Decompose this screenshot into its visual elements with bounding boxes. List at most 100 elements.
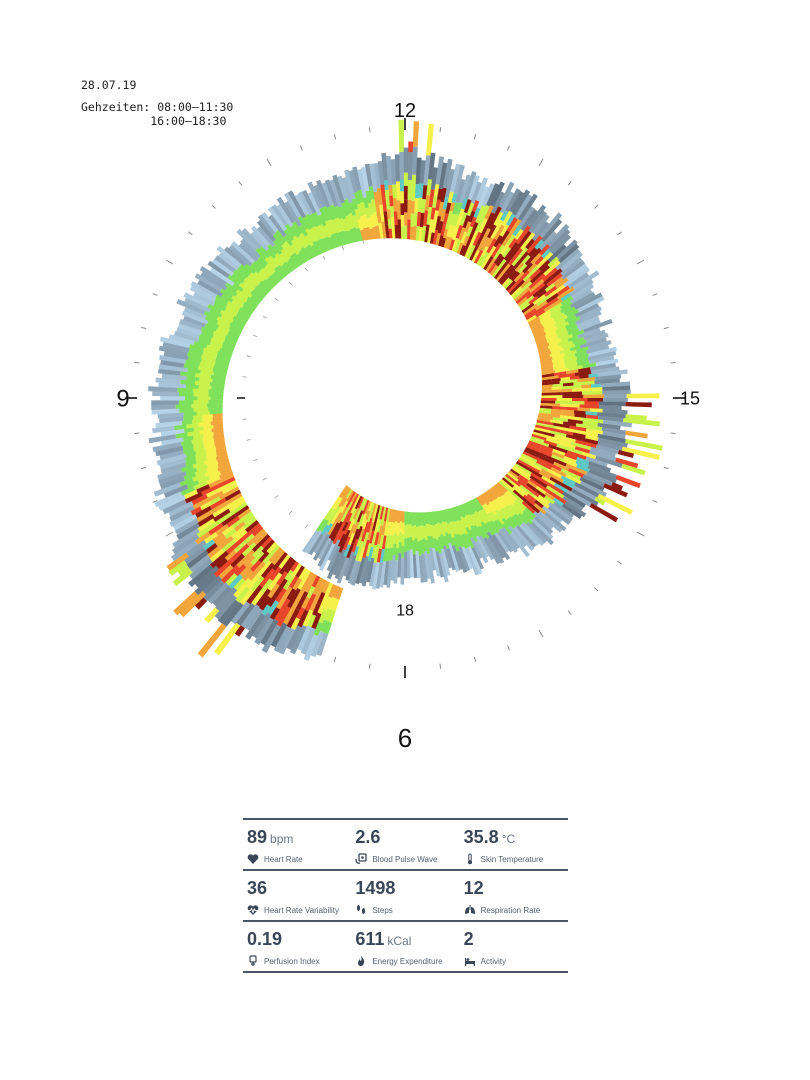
data-bar (528, 465, 541, 474)
data-bar (577, 327, 601, 339)
thermometer-icon (467, 853, 472, 865)
data-bar (486, 537, 505, 564)
data-bar (222, 601, 244, 627)
data-bar (242, 533, 255, 545)
data-bar (530, 436, 545, 443)
data-bar (283, 228, 295, 242)
data-bar (297, 569, 311, 590)
data-bar (539, 356, 553, 363)
data-bar (436, 510, 443, 524)
data-bar (503, 475, 513, 484)
stat-value: 35.8 (463, 827, 499, 847)
data-bar (213, 364, 229, 371)
data-bar (537, 417, 551, 423)
data-bar (209, 341, 223, 349)
data-bar (185, 451, 197, 458)
data-bar (232, 282, 244, 292)
data-bar (548, 444, 568, 454)
data-bar (292, 235, 304, 249)
data-bar (540, 444, 554, 452)
data-bar (312, 577, 324, 596)
data-bar (346, 230, 355, 244)
data-bar (407, 180, 413, 200)
data-bar (391, 522, 396, 536)
data-bar (521, 254, 531, 265)
data-bar (485, 490, 496, 501)
data-bar (216, 320, 231, 329)
data-bar (190, 506, 203, 516)
data-bar (406, 511, 409, 525)
data-bar (348, 202, 357, 216)
data-bar (261, 604, 271, 616)
data-bar (572, 387, 588, 393)
data-bar (155, 420, 183, 429)
data-bar (331, 598, 340, 612)
data-bar (518, 193, 538, 222)
data-bar (422, 538, 427, 552)
data-bar (394, 154, 401, 182)
data-bar (301, 189, 317, 214)
data-bar (403, 551, 408, 579)
data-bar (183, 489, 198, 500)
data-bar (493, 484, 505, 497)
data-bar (235, 289, 249, 300)
data-bar (379, 548, 385, 564)
data-bar (547, 223, 570, 247)
data-bar (552, 501, 575, 519)
data-bar (207, 545, 222, 559)
data-bar (550, 419, 564, 425)
data-bar (340, 511, 348, 523)
data-bar (425, 511, 431, 525)
data-bar (466, 202, 475, 217)
data-bar (602, 389, 631, 395)
data-bar (315, 239, 326, 254)
data-bar (169, 505, 195, 522)
data-bar (330, 204, 339, 219)
data-bar (489, 520, 500, 534)
data-bar (530, 321, 542, 330)
data-bar (193, 392, 209, 397)
data-bar (229, 501, 248, 516)
data-bar (234, 625, 246, 637)
walk-times: Gehzeiten: 08:00–11:30 (81, 100, 233, 114)
data-bar (472, 231, 482, 247)
data-bar (521, 521, 545, 547)
data-bar (199, 266, 228, 286)
data-bar (350, 503, 357, 514)
data-bar (250, 231, 270, 252)
data-bar (546, 481, 564, 495)
data-bar (311, 603, 321, 616)
data-bar (565, 463, 588, 476)
data-bar (548, 338, 562, 346)
data-bar (582, 474, 605, 488)
clock-tick (670, 432, 676, 435)
data-bar (429, 232, 435, 244)
data-bar (186, 375, 200, 382)
data-bar (246, 584, 263, 605)
data-bar (525, 289, 537, 300)
data-bar (501, 477, 515, 488)
data-bar (602, 398, 628, 403)
data-bar (208, 392, 224, 397)
data-bar (274, 266, 286, 279)
data-bar (587, 350, 617, 361)
data-bar (194, 273, 223, 292)
data-bar (267, 583, 280, 599)
data-bar (526, 482, 537, 492)
data-bar (577, 295, 605, 313)
data-bar (339, 500, 349, 514)
data-bar (572, 270, 600, 290)
data-bar (371, 504, 379, 523)
data-bar (498, 230, 510, 245)
data-bar (514, 286, 531, 302)
data-bar (575, 346, 589, 354)
data-bar (509, 279, 526, 296)
data-bar (474, 249, 484, 264)
data-bar (566, 263, 588, 281)
data-bar (275, 596, 287, 610)
clock-tick (663, 466, 669, 470)
data-bar (241, 511, 253, 522)
data-bar (176, 327, 200, 339)
data-bar (213, 302, 227, 312)
